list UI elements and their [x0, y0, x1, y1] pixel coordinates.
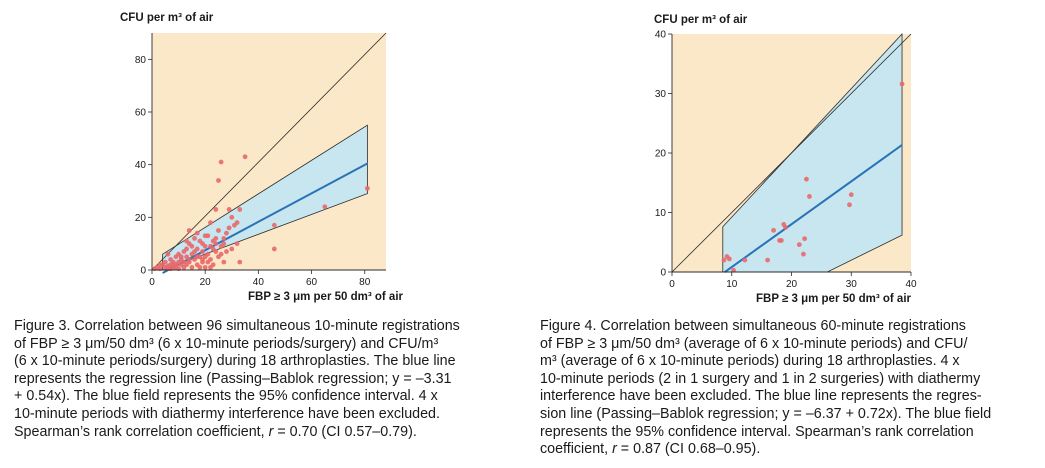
- x-axis-label: FBP ≥ 3 μm per 50 dm³ of air: [756, 293, 912, 305]
- y-tick-label: 20: [655, 149, 667, 160]
- data-point: [727, 257, 732, 262]
- data-point: [807, 194, 812, 199]
- caption-line: (6 x 10-minute periods/surgery) during 1…: [14, 353, 517, 371]
- figure-4-chart: 0 10 20 30 40 0 10 20 30 40 CFU per m³ of air FBP…: [0, 0, 1045, 310]
- figure-3-caption: Figure 3. Correlation between 96 simulta…: [14, 318, 517, 441]
- data-point: [771, 228, 776, 233]
- caption-line: interference have been excluded. The blu…: [540, 388, 1035, 406]
- caption-line: Figure 3. Correlation between 96 simulta…: [14, 318, 517, 336]
- data-point: [779, 238, 784, 243]
- caption-line: + 0.54x). The blue field represents the …: [14, 388, 517, 406]
- data-point: [783, 225, 788, 230]
- caption-line: Spearman’s rank correlation coefficient,…: [14, 424, 517, 442]
- data-point: [801, 252, 806, 257]
- caption-line: of FBP ≥ 3 μm/50 dm³ (average of 6 x 10-…: [540, 336, 1035, 354]
- caption-line: of FBP ≥ 3 μm/50 dm³ (6 x 10-minute peri…: [14, 336, 517, 354]
- figure-4-caption: Figure 4. Correlation between simultaneo…: [540, 318, 1035, 459]
- y-tick-label: 10: [655, 208, 667, 219]
- data-point: [765, 258, 770, 263]
- caption-line: m³ (average of 6 x 10-minute periods) du…: [540, 353, 1035, 371]
- data-point: [802, 236, 807, 241]
- caption-line: coefficient, r = 0.87 (CI 0.68–0.95).: [540, 441, 1035, 459]
- x-tick-label: 20: [786, 279, 798, 290]
- caption-line: represents the regression line (Passing–…: [14, 371, 517, 389]
- data-point: [847, 202, 852, 207]
- caption-line: 10-minute periods with diathermy interfe…: [14, 406, 517, 424]
- x-tick-label: 40: [905, 279, 917, 290]
- caption-line: Figure 4. Correlation between simultaneo…: [540, 318, 1035, 336]
- caption-line: 10-minute periods (2 in 1 surgery and 1 …: [540, 371, 1035, 389]
- caption-line: represents the 95% confidence interval. …: [540, 424, 1035, 442]
- x-tick-label: 10: [726, 279, 738, 290]
- x-tick-label: 30: [846, 279, 858, 290]
- data-point: [742, 258, 747, 263]
- data-point: [797, 242, 802, 247]
- x-tick-label: 0: [669, 279, 675, 290]
- y-axis-label: CFU per m³ of air: [654, 14, 748, 26]
- data-point: [849, 192, 854, 197]
- y-tick-label: 30: [655, 89, 667, 100]
- data-point: [900, 82, 905, 87]
- y-tick-label: 0: [660, 268, 666, 279]
- y-tick-label: 40: [655, 30, 667, 41]
- data-point: [804, 177, 809, 182]
- caption-line: sion line (Passing–Bablok regression; y …: [540, 406, 1035, 424]
